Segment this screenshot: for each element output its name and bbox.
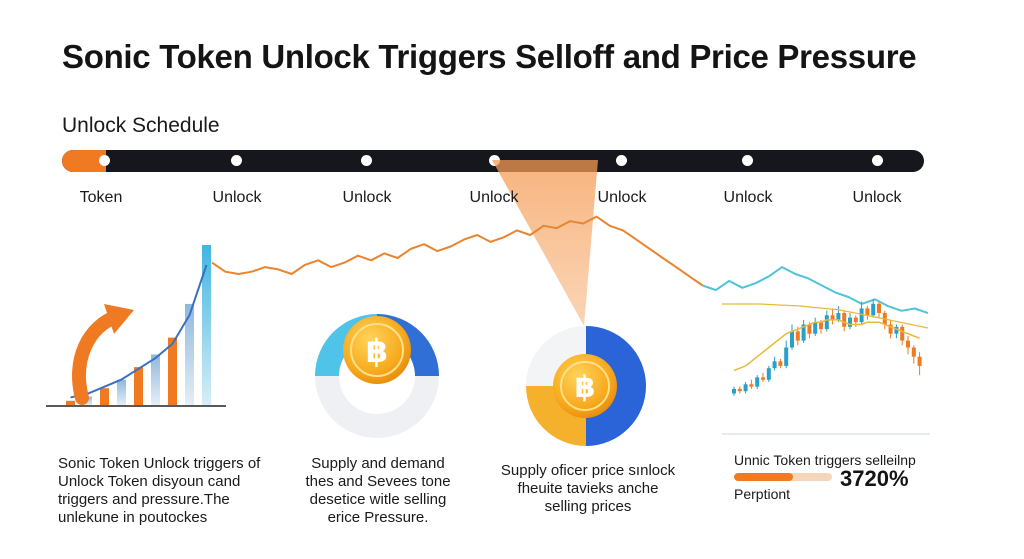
candle-body <box>761 377 765 380</box>
timeline-progress <box>62 150 106 172</box>
candle-body <box>743 384 748 392</box>
timeline-label-unlock: Unlock <box>469 189 519 206</box>
timeline-dot <box>231 155 242 166</box>
timeline-label-unlock: Unlock <box>342 189 392 206</box>
stat-value: 3720% <box>840 466 909 491</box>
moving-average-line <box>733 319 920 372</box>
candle-body <box>877 303 881 313</box>
supply-bar <box>151 354 160 405</box>
candle-body <box>801 324 806 341</box>
supply-bar <box>202 245 211 405</box>
stat-label: Unnic Token triggers selleilnp <box>734 452 916 468</box>
timeline-heading: Unlock Schedule <box>62 114 220 137</box>
candle-body <box>784 347 789 366</box>
candle-body <box>749 384 754 387</box>
trend-extension-line <box>722 303 929 329</box>
supply-bar <box>100 388 109 405</box>
growth-arrow-icon <box>72 309 125 405</box>
candle-body <box>766 368 771 380</box>
candle-body <box>778 361 783 366</box>
svg-text:฿: ฿ <box>366 332 388 370</box>
timeline-label-unlock: Unlock <box>212 189 262 206</box>
candle-body <box>772 361 777 369</box>
candle-body <box>848 317 852 327</box>
timeline-label-unlock: Unlock <box>597 189 647 206</box>
supply-bar <box>185 303 194 405</box>
donut-slice-other <box>315 376 439 438</box>
candle-body <box>842 313 847 327</box>
unlock-impact-wedge <box>492 160 598 326</box>
timeline-dot <box>616 155 627 166</box>
candle-body <box>911 347 916 357</box>
candle-body <box>865 308 870 316</box>
candle-body <box>819 322 823 330</box>
timeline-label-unlock: Unlock <box>723 189 773 206</box>
supply-trend-line <box>70 264 208 399</box>
candle-body <box>807 324 812 334</box>
growth-arrow-head-icon <box>104 304 134 334</box>
bitcoin-coin-icon: ฿ <box>553 354 617 418</box>
candle-body <box>836 313 841 320</box>
supply-bar <box>168 337 177 405</box>
supply-bar-chart <box>66 245 211 405</box>
price-series-pre-unlock <box>211 215 704 287</box>
candle-body <box>795 331 800 341</box>
candle-body <box>732 388 736 394</box>
candle-body <box>871 303 876 316</box>
supply-bar <box>66 400 75 405</box>
candle-body <box>737 388 742 392</box>
page-title: Sonic Token Unlock Triggers Selloff and … <box>62 38 917 75</box>
candle-body <box>906 340 910 348</box>
supply-bar <box>117 379 126 405</box>
candle-body <box>755 377 760 387</box>
timeline-dot <box>742 155 753 166</box>
supply-bar <box>134 367 143 405</box>
candle-body <box>790 331 794 348</box>
candle-body <box>900 326 905 341</box>
candle-body <box>813 322 818 334</box>
timeline-dot <box>872 155 883 166</box>
timeline-dot <box>361 155 372 166</box>
candle-body <box>853 317 858 323</box>
candle-body <box>859 308 864 323</box>
price-series-post-unlock <box>702 266 929 315</box>
candle-body <box>830 315 835 320</box>
candle-body <box>888 324 893 334</box>
candle-body <box>894 326 899 334</box>
caption-supply-price: Supply oficer price sınlock fheuite tavi… <box>500 462 676 515</box>
stat-sublabel: Perptiont <box>734 486 791 502</box>
candle-body <box>917 356 922 366</box>
price-line-chart <box>211 215 929 315</box>
stat-progress-bar <box>734 473 832 481</box>
stat-progress-fill <box>734 473 793 481</box>
caption-supply-demand: Supply and demand thes and Sevees tone d… <box>305 455 451 526</box>
timeline-label-token: Token <box>79 189 123 206</box>
svg-text:฿: ฿ <box>575 370 596 405</box>
bitcoin-coin-icon: ฿ <box>343 316 411 384</box>
candle-body <box>824 315 829 330</box>
timeline-dot <box>99 155 110 166</box>
timeline-label-unlock: Unlock <box>852 189 902 206</box>
caption-token-unlock: Sonic Token Unlock triggers of Unlock To… <box>58 455 261 526</box>
candlestick-chart <box>722 299 929 396</box>
